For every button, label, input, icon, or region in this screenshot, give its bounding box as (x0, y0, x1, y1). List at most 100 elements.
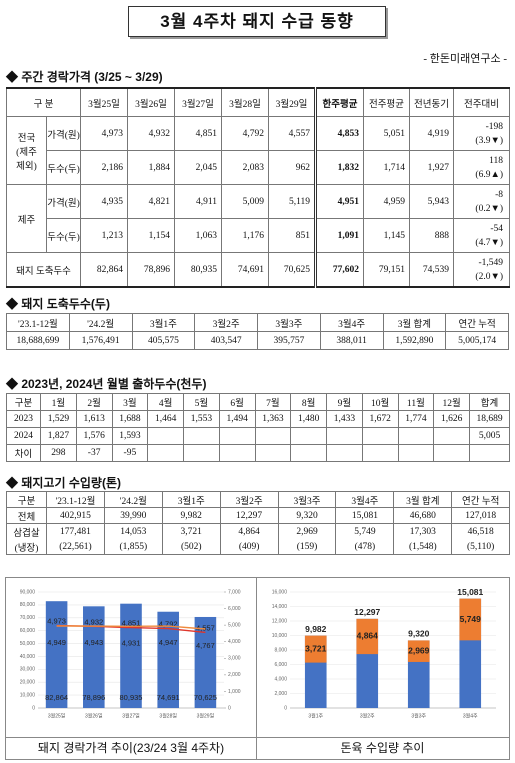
x-tick-label: 3월26일 (85, 712, 103, 719)
change-pct: (3.9▼) (475, 135, 504, 146)
table-cell: 전주대비 (453, 87, 511, 117)
table-cell: 2,045 (174, 150, 223, 185)
group-label-line: 제외) (16, 161, 37, 172)
table-cell: 1,091 (314, 218, 365, 253)
table-cell: 388,011 (319, 331, 384, 350)
bar-label: 70,625 (194, 693, 217, 702)
table-cell: 1,672 (361, 410, 399, 428)
table-cell: 127,018 (451, 507, 511, 524)
monthly-table: 구분 1월 2월 3월 4월 5월 6월 7월 8월 9월 10월 11월 12월 합계 2023 1,529… (6, 393, 510, 462)
table-cell: 3월29일 (268, 87, 317, 117)
y-tick-label: 2,000 (274, 691, 287, 697)
y-tick-label: 12,000 (272, 618, 288, 624)
change-cell: -8 (0.2▼) (453, 184, 511, 219)
table-cell (397, 427, 435, 445)
table-cell: 14,053 (103, 523, 163, 539)
table-cell: 11월 (397, 393, 435, 411)
table-cell: 77,602 (314, 252, 365, 288)
row: 2023 1,529 1,613 1,688 1,464 1,553 1,494 1,363 1… (6, 410, 510, 428)
table-cell: 5,051 (363, 116, 411, 151)
table-cell: 2024 (6, 427, 41, 445)
table-cell: 전년동기 (409, 87, 455, 117)
table-cell (218, 427, 256, 445)
table-cell: 74,539 (409, 252, 455, 288)
y2-tick-label: 6,000 (228, 606, 241, 612)
table-cell: 가격(원) (45, 184, 82, 219)
section-heading: ◆ 돼지고기 수입량(톤) (6, 476, 121, 490)
table-cell: '23.1-12월 (6, 313, 70, 332)
bar-label: 82,864 (45, 693, 68, 702)
table-cell: (478) (335, 539, 395, 555)
table-cell: (1,548) (393, 539, 453, 555)
table-cell (183, 427, 220, 445)
table-cell: 2,186 (80, 150, 129, 185)
table-cell: -37 (75, 444, 113, 462)
table-cell: 9월 (326, 393, 363, 411)
table-cell: (22,561) (46, 539, 105, 555)
table-cell: 구분 (6, 393, 41, 411)
row: 18,688,699 1,576,491 405,575 403,547 395,757… (6, 331, 509, 350)
y2-tick-label: 3,000 (228, 656, 241, 662)
table-cell: 403,547 (194, 331, 258, 350)
table-cell: (1,855) (103, 539, 163, 555)
row: 두수(두) 1,213 1,154 1,063 1,176 851 1,091 1,145 88… (7, 218, 511, 253)
table-cell: (5,110) (451, 539, 511, 555)
line (56, 625, 206, 630)
table-cell: 1,529 (40, 410, 77, 428)
line-label: 4,947 (159, 638, 178, 647)
table-cell (183, 444, 220, 462)
table-cell: 402,915 (46, 507, 105, 524)
table-cell: 차이 (6, 444, 41, 462)
change-pct: (2.0▼) (475, 271, 504, 282)
table-cell: 4,935 (80, 184, 129, 219)
price-table: 구 분 3월25일 3월26일 3월27일 3월28일 3월29일 한주평균 전주평균 전년동기… (5, 87, 511, 288)
table-cell: 4월 (147, 393, 184, 411)
table-cell: 80,935 (174, 252, 223, 288)
table-cell: 한주평균 (314, 87, 365, 117)
bar-label: 74,691 (157, 693, 180, 702)
table-cell: 3월2주 (194, 313, 258, 332)
segment-label: 3,721 (305, 643, 327, 653)
table-cell: 1,145 (363, 218, 411, 253)
table-cell: 2월 (75, 393, 113, 411)
table-cell: 15,081 (335, 507, 395, 524)
y2-tick-label: 7,000 (228, 589, 241, 595)
table-cell: 1,613 (75, 410, 113, 428)
row: 돼지 도축두수 82,864 78,896 80,935 74,691 70,625 77,… (5, 252, 511, 288)
change-cell: -1,549 (2.0▼) (453, 252, 511, 288)
table-cell: 405,575 (131, 331, 196, 350)
chart: 0 2,000 4,000 6,000 8,000 10,000 12,000 14,000 1… (272, 587, 496, 719)
table-cell: 4,932 (127, 116, 176, 151)
segment-label: 2,969 (408, 645, 430, 655)
header-row: 구분 '23.1-12월 '24.2월 3월1주 3월2주 3월3주 3월4주 3월 합계 연간… (6, 491, 511, 508)
change-cell: 118 (6.9▲) (453, 150, 511, 185)
table-cell: 395,757 (257, 331, 321, 350)
import-table: 구분 '23.1-12월 '24.2월 3월1주 3월2주 3월3주 3월4주 3월 합계 연간… (6, 491, 511, 555)
table-cell: 18,689 (469, 410, 510, 428)
divider (256, 578, 257, 759)
table-cell: 3월 합계 (393, 491, 453, 508)
table-cell: '24.2월 (68, 313, 133, 332)
table-cell: 삼겹살 (6, 523, 47, 539)
table-cell: 1,714 (363, 150, 411, 185)
table-cell: 39,990 (103, 507, 163, 524)
table-cell: 9,982 (161, 507, 221, 524)
change: -8 (495, 189, 504, 200)
y-tick-label: 30,000 (20, 667, 36, 673)
x-tick-label: 3월2주 (360, 712, 375, 719)
table-cell: 2023 (6, 410, 41, 428)
table-cell (290, 427, 327, 445)
table-cell: 1,063 (174, 218, 223, 253)
table-cell: 합계 (469, 393, 510, 411)
bar-segment (407, 640, 430, 662)
line-label: 4,851 (122, 619, 141, 628)
group-label-line: 제주 (17, 215, 36, 226)
y2-tick-label: 5,000 (228, 622, 241, 628)
table-cell: 1,176 (221, 218, 270, 253)
table-cell: 4,951 (314, 184, 365, 219)
table-cell: 12월 (433, 393, 470, 411)
change-pct: (4.7▼) (475, 237, 504, 248)
table-cell: 돼지 도축두수 (5, 252, 82, 288)
row: 전국 (제주 제외) 가격(원) 4,973 4,932 4,851 4,792 4,557 4,… (6, 116, 511, 185)
table-cell (218, 444, 256, 462)
